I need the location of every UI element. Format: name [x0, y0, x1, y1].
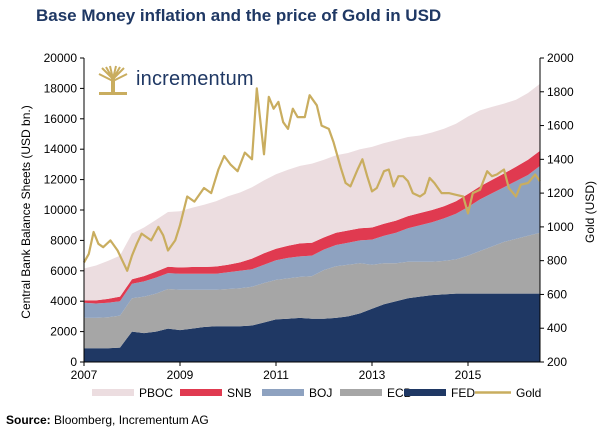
- area-ecb: [84, 232, 540, 349]
- x-tick-label: 2007: [71, 368, 98, 382]
- legend-label-snb: SNB: [227, 386, 252, 400]
- gold-line: [83, 87, 541, 272]
- x-tick-label: 2009: [167, 368, 194, 382]
- legend-label-boj: BOJ: [309, 386, 332, 400]
- source-text: Bloomberg, Incrementum AG: [50, 413, 209, 427]
- legend-swatch-snb: [180, 389, 222, 396]
- y2-tick-label: 200: [547, 355, 567, 369]
- y2-tick-label: 600: [547, 287, 567, 301]
- y-tick-label: 16000: [44, 112, 78, 126]
- legend-swatch-pboc: [92, 389, 134, 396]
- area-fed: [84, 293, 540, 362]
- y-tick-label: 14000: [44, 142, 78, 156]
- y2-tick-label: 1600: [547, 119, 574, 133]
- legend-swatch-fed: [404, 389, 446, 396]
- y2-tick-label: 800: [547, 254, 567, 268]
- chart-ticks: 0 2000 4000 6000 8000 10000 12000 14000 16000 180…: [44, 51, 574, 382]
- y2-tick-label: 1800: [547, 85, 574, 99]
- y2-tick-label: 1000: [547, 220, 574, 234]
- x-tick-label: 2015: [455, 368, 482, 382]
- y-tick-label: 2000: [50, 325, 77, 339]
- logo-text: incrementum: [136, 68, 254, 90]
- y2-tick-label: 2000: [547, 51, 574, 65]
- y-tick-label: 6000: [50, 264, 77, 278]
- source-label: Source:: [6, 413, 51, 427]
- y2-tick-label: 1400: [547, 152, 574, 166]
- legend-label-pboc: PBOC: [139, 386, 173, 400]
- chart-areas: [84, 83, 540, 362]
- x-tick-label: 2013: [359, 368, 386, 382]
- area-boj: [84, 165, 540, 318]
- y-tick-label: 8000: [50, 233, 77, 247]
- area-pboc: [84, 83, 540, 301]
- legend-label-fed: FED: [451, 386, 475, 400]
- legend-swatch-boj: [262, 389, 304, 396]
- chart-legend: PBOC SNB BOJ ECB FED Gold: [92, 386, 541, 400]
- tree-logo-icon: [98, 65, 128, 95]
- y-tick-label: 10000: [44, 203, 78, 217]
- y-tick-label: 12000: [44, 173, 78, 187]
- y-tick-label: 18000: [44, 81, 78, 95]
- page-title: Base Money inflation and the price of Go…: [36, 6, 442, 25]
- y-axis-label: Central Bank Balance Sheets (USD bn.): [19, 105, 33, 318]
- y2-tick-label: 1200: [547, 186, 574, 200]
- legend-swatch-ecb: [340, 389, 382, 396]
- y-tick-label: 20000: [44, 51, 78, 65]
- y-tick-label: 0: [70, 355, 77, 369]
- legend-label-gold: Gold: [516, 386, 541, 400]
- x-tick-label: 2011: [263, 368, 289, 382]
- gold-series: [83, 87, 541, 272]
- y2-tick-label: 400: [547, 321, 567, 335]
- y-tick-label: 4000: [50, 294, 77, 308]
- source-note: Source: Bloomberg, Incrementum AG: [6, 413, 209, 427]
- incrementum-logo: incrementum: [96, 65, 256, 99]
- y2-axis-label: Gold (USD): [583, 181, 597, 243]
